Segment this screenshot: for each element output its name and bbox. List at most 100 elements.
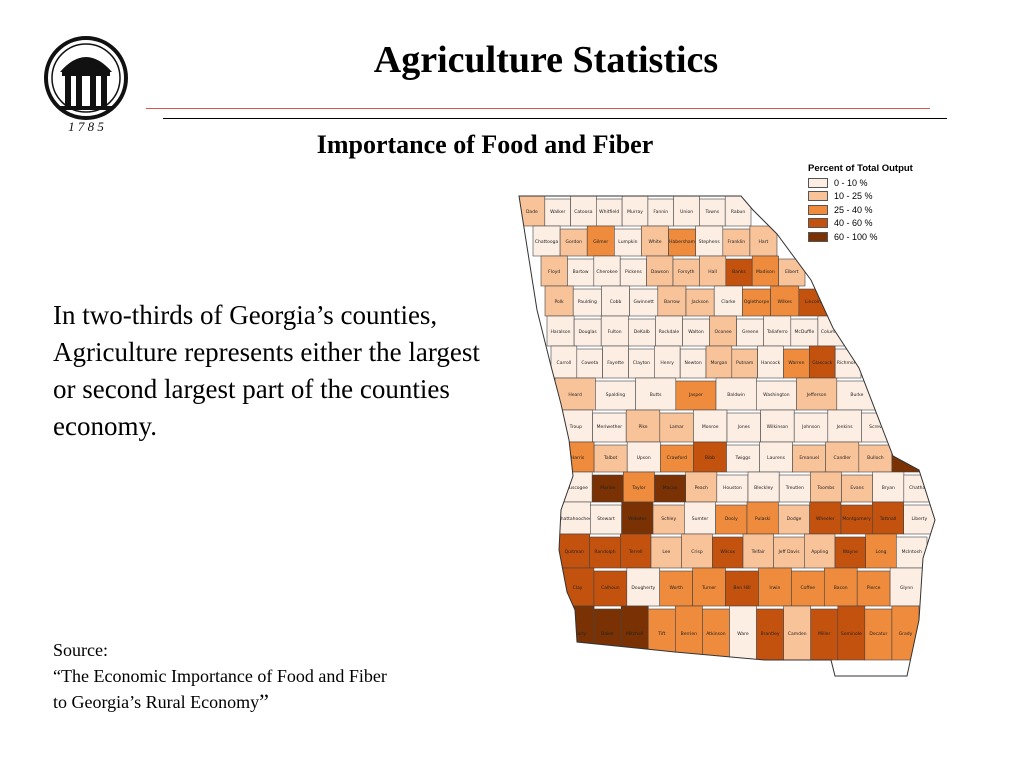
county-label: Appling xyxy=(811,549,828,555)
legend-label: 60 - 100 % xyxy=(834,231,878,242)
county-label: Peach xyxy=(695,485,709,491)
county-label: Walton xyxy=(688,329,704,335)
county-region xyxy=(576,348,603,379)
state-outline xyxy=(518,195,936,677)
county-region xyxy=(725,258,753,287)
county-label: Richmond xyxy=(837,360,860,366)
legend-label: 0 - 10 % xyxy=(834,177,868,188)
county-region xyxy=(803,533,836,569)
county-label: Clayton xyxy=(633,360,650,366)
county-label: McIntosh xyxy=(902,549,922,555)
county-label: Bulloch xyxy=(867,455,884,461)
county-label: Lamar xyxy=(669,424,683,430)
county-label: Turner xyxy=(701,585,716,591)
county-label: Talbot xyxy=(603,455,618,461)
county-label: Brantley xyxy=(761,631,780,637)
county-label: Clay xyxy=(573,585,583,591)
county-region xyxy=(757,345,784,379)
legend-label: 40 - 60 % xyxy=(834,218,873,229)
county-region xyxy=(864,608,893,661)
county-region xyxy=(810,608,839,661)
slide-subtitle: Importance of Food and Fiber xyxy=(316,130,654,159)
county-label: Tift xyxy=(657,631,665,637)
county-region xyxy=(654,474,687,503)
county-label: Miller xyxy=(818,631,830,637)
county-region xyxy=(692,567,726,607)
county-label: Crisp xyxy=(691,549,703,555)
county-label: Paulding xyxy=(578,299,597,305)
county-region xyxy=(742,533,775,569)
county-region xyxy=(809,471,842,503)
county-region xyxy=(544,285,574,317)
county-label: Jasper xyxy=(688,392,703,398)
county-label: Monroe xyxy=(702,424,719,430)
county-label: Madison xyxy=(756,269,775,275)
county-label: Lincoln xyxy=(805,299,821,305)
page-title: Agriculture Statistics xyxy=(373,39,719,81)
county-label: Gordon xyxy=(565,239,582,245)
county-region xyxy=(650,536,683,569)
county-label: Decatur xyxy=(869,631,887,637)
county-label: Glascock xyxy=(812,360,833,366)
county-label: Coweta xyxy=(581,360,598,366)
county-label: Stewart xyxy=(597,516,615,522)
county-region xyxy=(715,504,748,535)
county-label: Glynn xyxy=(900,585,913,591)
county-label: Hancock xyxy=(761,360,781,366)
legend-label: 25 - 40 % xyxy=(834,204,873,215)
county-label: Elbert xyxy=(785,269,799,275)
county-label: Barrow xyxy=(664,299,680,305)
source-citation: Source: “The Economic Importance of Food… xyxy=(53,637,493,715)
county-region xyxy=(796,377,838,411)
county-region xyxy=(675,605,703,661)
county-region xyxy=(858,444,893,473)
county-label: Gwinnett xyxy=(633,299,654,305)
county-region xyxy=(544,198,571,227)
legend-label: 10 - 25 % xyxy=(834,191,873,202)
county-label: Towns xyxy=(704,209,719,215)
county-label: Banks xyxy=(732,269,746,275)
county-region xyxy=(726,412,761,443)
county-label: Berrien xyxy=(681,631,697,637)
county-label: Long xyxy=(876,549,887,555)
county-label: Camden xyxy=(788,631,807,637)
county-region xyxy=(681,533,713,569)
county-label: Pierce xyxy=(867,585,881,591)
county-region xyxy=(827,409,862,443)
county-label: Evans xyxy=(850,485,864,491)
source-line-1: “The Economic Importance of Food and Fib… xyxy=(53,666,387,686)
county-label: Webster xyxy=(628,516,647,522)
county-label: Haralson xyxy=(551,329,571,335)
county-label: Dougherty xyxy=(631,585,655,591)
county-label: Calhoun xyxy=(601,585,620,591)
county-region xyxy=(825,441,860,473)
county-region xyxy=(625,409,661,443)
county-label: Crawford xyxy=(667,455,688,461)
county-region xyxy=(760,409,795,443)
county-region xyxy=(586,225,615,257)
county-region xyxy=(660,444,694,473)
divider-black xyxy=(163,118,947,119)
county-label: Jenkins xyxy=(836,424,854,430)
county-label: Stephens xyxy=(699,239,721,245)
legend-title: Percent of Total Output xyxy=(808,163,913,174)
county-label: Columbia xyxy=(821,329,842,335)
county-label: Chatham xyxy=(909,485,930,491)
county-label: Sumter xyxy=(692,516,709,522)
county-region xyxy=(591,474,624,503)
county-region xyxy=(652,504,685,535)
county-label: Pike xyxy=(638,424,647,430)
county-region xyxy=(751,255,779,287)
county-label: Putnam xyxy=(736,360,753,366)
county-region xyxy=(590,504,622,535)
county-label: Warren xyxy=(788,360,804,366)
county-label: Lee xyxy=(662,549,670,555)
county-label: Burke xyxy=(850,392,863,398)
county-region xyxy=(626,567,661,607)
county-label: Fannin xyxy=(653,209,668,215)
county-label: Quitman xyxy=(565,549,585,555)
county-label: Rockdale xyxy=(659,329,680,335)
county-label: Wayne xyxy=(843,549,858,555)
county-label: Dooly xyxy=(725,516,738,522)
county-region xyxy=(837,605,866,661)
